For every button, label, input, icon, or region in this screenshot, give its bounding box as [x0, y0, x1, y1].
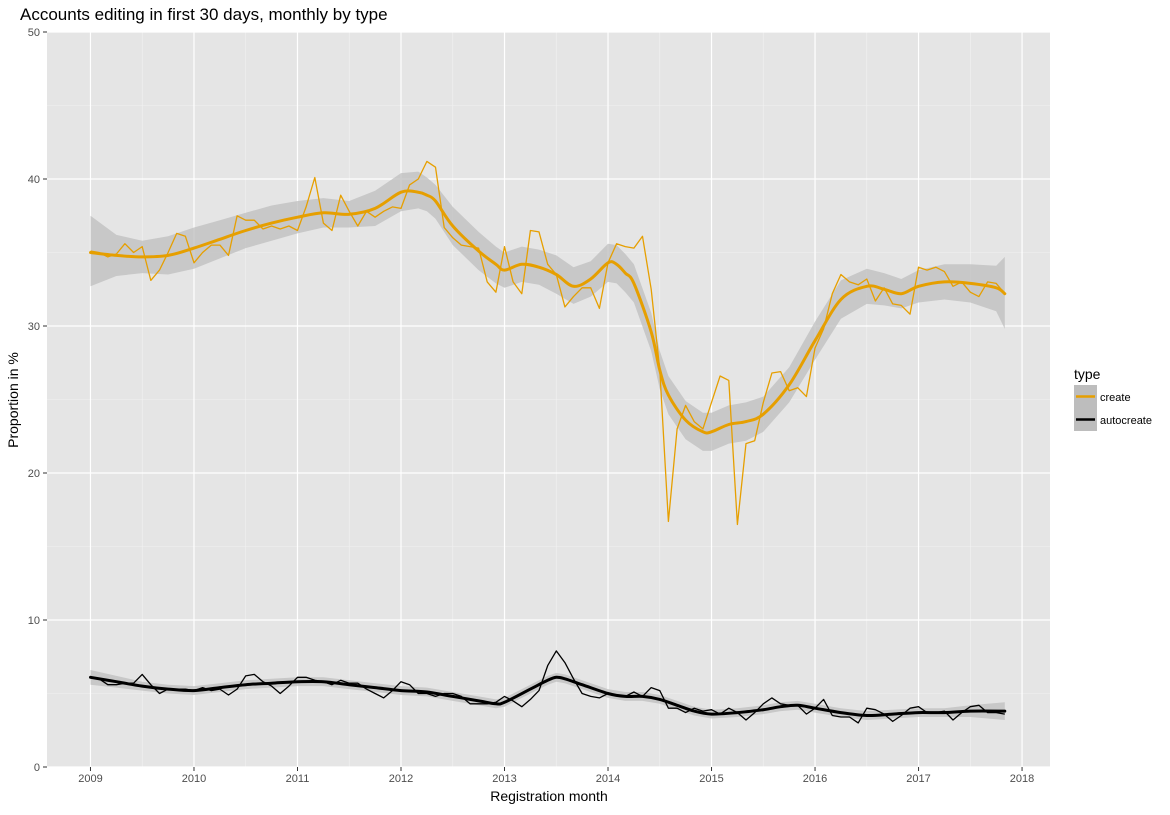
x-tick-label: 2009 — [78, 773, 102, 785]
grid — [47, 31, 1050, 768]
x-tick-label: 2011 — [286, 773, 310, 785]
raw-series-lines — [90, 160, 1006, 724]
trend-line-autocreate — [89, 675, 1007, 718]
y-tick-label: 10 — [28, 615, 40, 627]
y-tick-label: 50 — [28, 27, 40, 39]
x-tick-label: 2016 — [803, 773, 827, 785]
trend-line-create — [89, 189, 1007, 435]
legend-title: type — [1074, 366, 1101, 382]
legend: type create autocreate — [1074, 366, 1152, 431]
smoothed-series-lines — [89, 189, 1007, 718]
y-axis-label: Proportion in % — [5, 352, 21, 448]
x-tick-label: 2014 — [596, 773, 620, 785]
y-tick-label: 40 — [28, 174, 40, 186]
y-tick-label: 0 — [34, 762, 40, 774]
series-line-create — [90, 160, 1006, 526]
band-create — [90, 171, 1005, 451]
x-tick-label: 2017 — [906, 773, 930, 785]
x-tick-label: 2013 — [492, 773, 516, 785]
y-tick-label: 20 — [28, 468, 40, 480]
legend-label-autocreate: autocreate — [1100, 415, 1152, 427]
x-tick-label: 2012 — [389, 773, 413, 785]
x-tick-label: 2015 — [699, 773, 723, 785]
x-tick-label: 2010 — [182, 773, 206, 785]
chart-title: Accounts editing in first 30 days, month… — [20, 5, 388, 24]
series-line-autocreate — [90, 650, 1005, 724]
x-axis-label: Registration month — [490, 788, 608, 804]
legend-item-autocreate: autocreate — [1074, 408, 1152, 431]
y-tick-label: 30 — [28, 321, 40, 333]
x-tick-label: 2018 — [1010, 773, 1034, 785]
axes: 0 10 20 30 40 50 2009 2010 2011 2012 2013 2014 2015 2… — [28, 27, 1035, 785]
legend-label-create: create — [1100, 392, 1131, 404]
legend-item-create: create — [1074, 385, 1131, 408]
